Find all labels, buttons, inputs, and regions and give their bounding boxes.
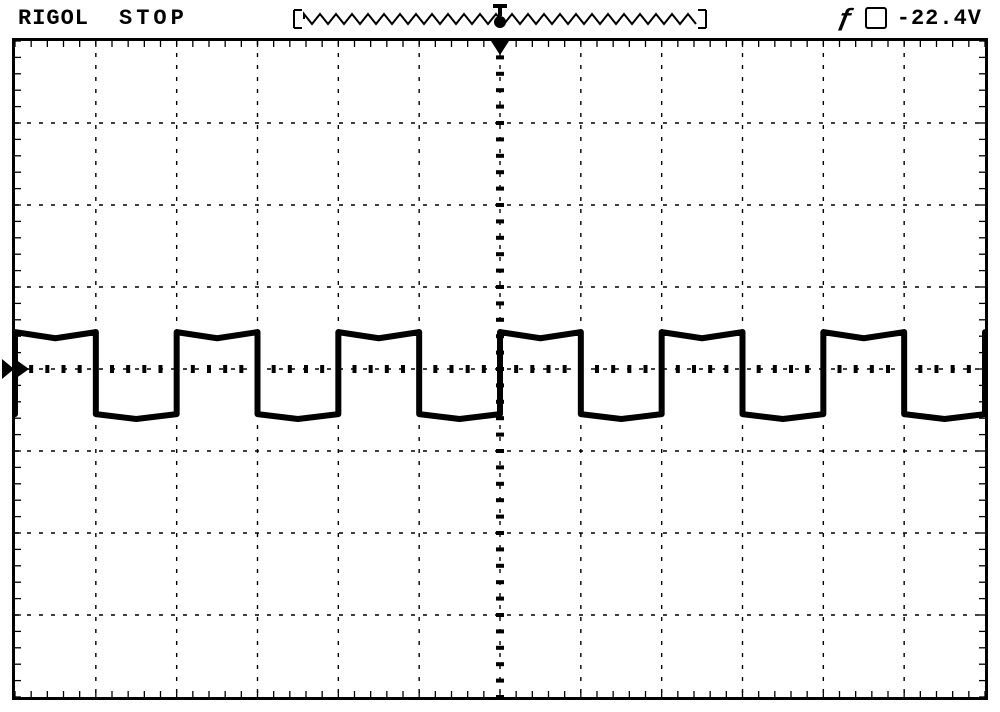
oscilloscope-display: RIGOL STOP ƒ -22.4V (0, 0, 1000, 712)
trigger-pos-marker (493, 6, 507, 28)
trigger-indicator: ƒ -22.4V (838, 3, 982, 33)
plot-area[interactable] (12, 38, 988, 700)
waveform-grid-svg (15, 41, 985, 697)
ground-marker (2, 359, 16, 379)
brand-label: RIGOL (18, 6, 89, 31)
trigger-slope-icon: ƒ (838, 3, 855, 33)
memory-bar-svg (290, 4, 710, 34)
acquisition-status: STOP (119, 6, 188, 31)
trigger-source-icon (865, 7, 887, 29)
memory-bar (290, 4, 710, 34)
trigger-level: -22.4V (897, 6, 982, 31)
